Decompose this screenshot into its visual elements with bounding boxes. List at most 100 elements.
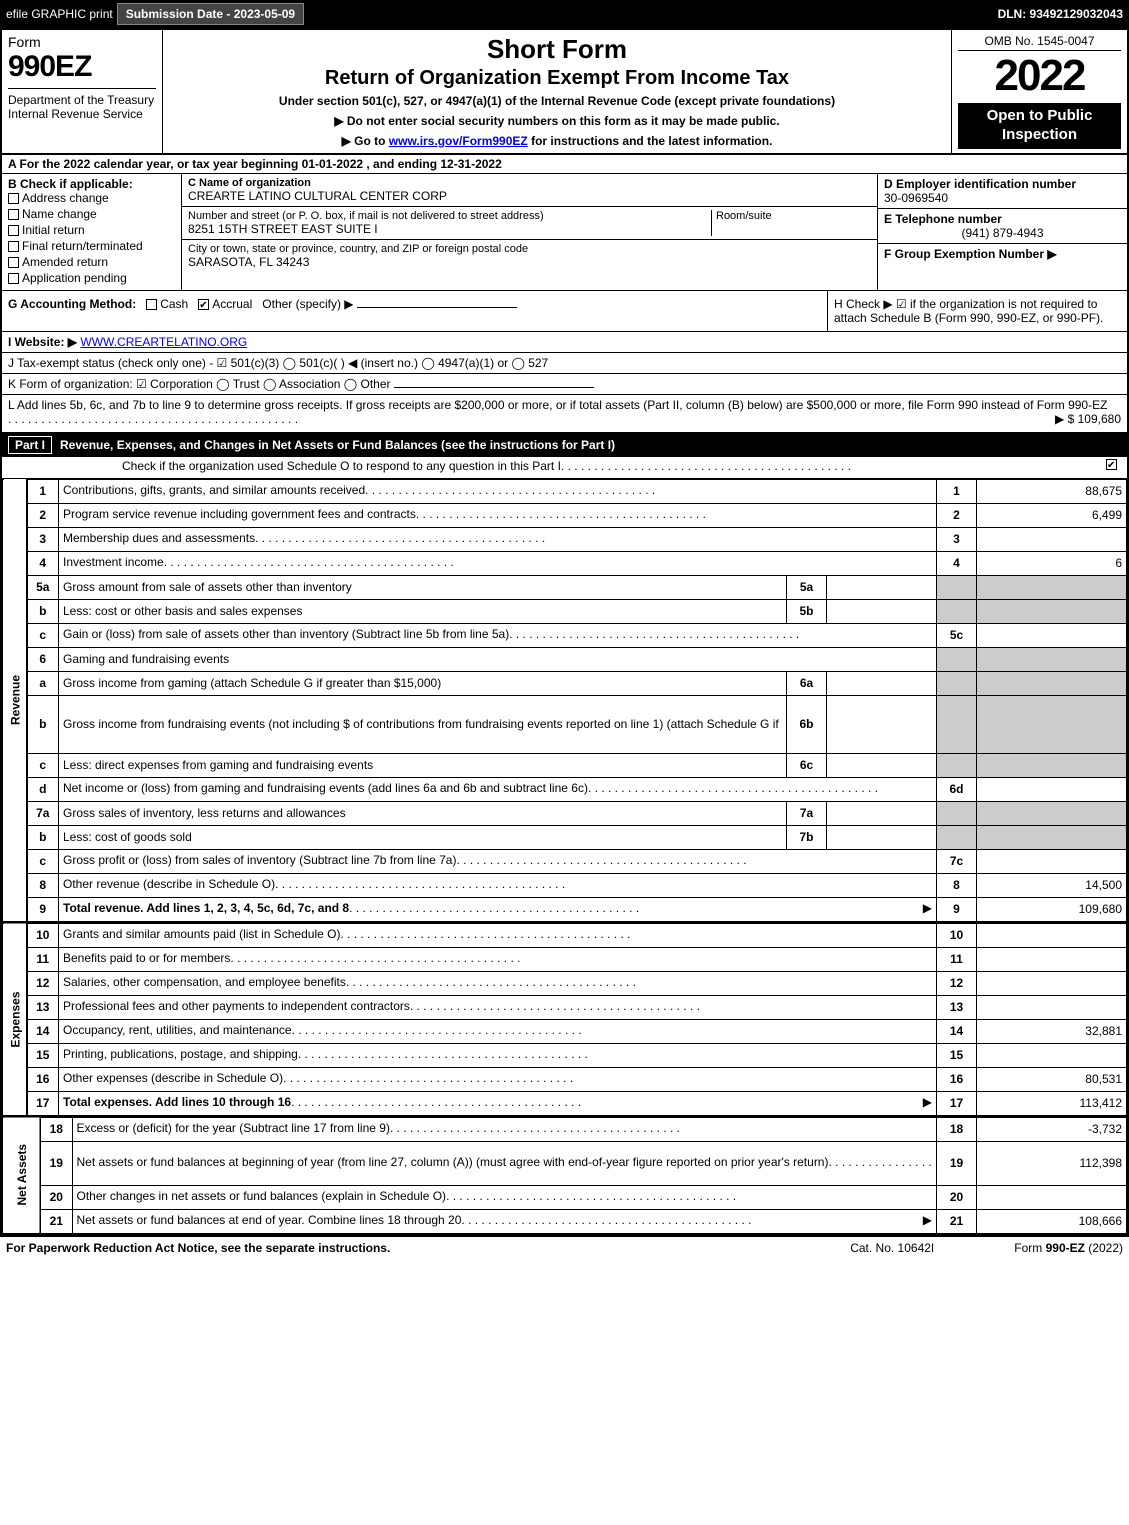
title1: Short Form bbox=[169, 34, 945, 65]
dept-label: Department of the Treasury Internal Reve… bbox=[8, 88, 156, 121]
line-desc: Gross profit or (loss) from sales of inv… bbox=[59, 849, 937, 873]
line-val: 88,675 bbox=[977, 479, 1127, 503]
omb-number: OMB No. 1545-0047 bbox=[958, 34, 1121, 51]
line-num: 11 bbox=[27, 947, 59, 971]
col-B: B Check if applicable: Address change Na… bbox=[2, 174, 182, 290]
part1-checkbox[interactable] bbox=[1106, 459, 1117, 470]
line-ln-grey bbox=[937, 753, 977, 777]
irs-link[interactable]: www.irs.gov/Form990EZ bbox=[389, 134, 528, 148]
K-text: K Form of organization: ☑ Corporation ◯ … bbox=[8, 377, 391, 391]
line-num: 17 bbox=[27, 1091, 59, 1115]
subheading2: ▶ Do not enter social security numbers o… bbox=[169, 114, 945, 128]
line-ln: 3 bbox=[937, 527, 977, 551]
line-num: 10 bbox=[27, 923, 59, 948]
ein-value: 30-0969540 bbox=[884, 191, 1121, 205]
subline-val bbox=[827, 671, 937, 695]
line-num: 9 bbox=[27, 897, 59, 921]
line-ln-grey bbox=[937, 801, 977, 825]
addr-label: Number and street (or P. O. box, if mail… bbox=[188, 210, 711, 222]
tel-value: (941) 879-4943 bbox=[884, 226, 1121, 240]
line-val: 108,666 bbox=[977, 1209, 1127, 1233]
line-val-grey bbox=[977, 825, 1127, 849]
sub3-post: for instructions and the latest informat… bbox=[528, 134, 773, 148]
row-I: I Website: ▶ WWW.CREARTELATINO.ORG bbox=[2, 332, 1127, 353]
group-exemption-label: F Group Exemption Number ▶ bbox=[884, 247, 1121, 261]
subline-num: 6c bbox=[787, 753, 827, 777]
line-num: c bbox=[27, 623, 59, 647]
line-desc: Other changes in net assets or fund bala… bbox=[72, 1185, 937, 1209]
line-ln: 18 bbox=[937, 1117, 977, 1142]
line-val-grey bbox=[977, 801, 1127, 825]
line-num: d bbox=[27, 777, 59, 801]
subline-num: 7a bbox=[787, 801, 827, 825]
line-ln: 4 bbox=[937, 551, 977, 575]
line-num: 15 bbox=[27, 1043, 59, 1067]
line-val-grey bbox=[977, 671, 1127, 695]
header-right: OMB No. 1545-0047 2022 Open to Public In… bbox=[952, 30, 1127, 153]
city-label: City or town, state or province, country… bbox=[188, 243, 871, 255]
line-val: 112,398 bbox=[977, 1141, 1127, 1185]
footer-catno: Cat. No. 10642I bbox=[850, 1241, 934, 1255]
footer-paperwork: For Paperwork Reduction Act Notice, see … bbox=[6, 1241, 390, 1255]
line-desc: Excess or (deficit) for the year (Subtra… bbox=[72, 1117, 937, 1142]
G-other[interactable]: Other (specify) ▶ bbox=[262, 297, 353, 311]
website-link[interactable]: WWW.CREARTELATINO.ORG bbox=[80, 335, 247, 349]
subline-val bbox=[827, 753, 937, 777]
line-num: b bbox=[27, 695, 59, 753]
line-val bbox=[977, 947, 1127, 971]
form-word: Form bbox=[8, 34, 156, 50]
line-num: 5a bbox=[27, 575, 59, 599]
opt-application-pending[interactable]: Application pending bbox=[8, 271, 175, 285]
line-val bbox=[977, 923, 1127, 948]
subheading1: Under section 501(c), 527, or 4947(a)(1)… bbox=[169, 94, 945, 108]
line-val: 6,499 bbox=[977, 503, 1127, 527]
suite-label: Room/suite bbox=[716, 210, 871, 222]
line-val-grey bbox=[977, 575, 1127, 599]
header: Form 990EZ Department of the Treasury In… bbox=[2, 30, 1127, 155]
L-text: L Add lines 5b, 6c, and 7b to line 9 to … bbox=[8, 398, 1107, 412]
block-BCD: B Check if applicable: Address change Na… bbox=[2, 174, 1127, 291]
I-label: I Website: ▶ bbox=[8, 335, 77, 349]
subline-val bbox=[827, 695, 937, 753]
title2: Return of Organization Exempt From Incom… bbox=[169, 67, 945, 90]
line-ln-grey bbox=[937, 647, 977, 671]
line-ln: 16 bbox=[937, 1067, 977, 1091]
subline-num: 6a bbox=[787, 671, 827, 695]
line-val-grey bbox=[977, 695, 1127, 753]
line-val: 14,500 bbox=[977, 873, 1127, 897]
H-check: H Check ▶ ☑ if the organization is not r… bbox=[827, 291, 1127, 331]
G-accrual[interactable]: Accrual bbox=[212, 297, 252, 311]
line-val bbox=[977, 1185, 1127, 1209]
L-amount: ▶ $ 109,680 bbox=[1055, 412, 1121, 426]
line-val: 32,881 bbox=[977, 1019, 1127, 1043]
G-cash[interactable]: Cash bbox=[160, 297, 188, 311]
line-val: 109,680 bbox=[977, 897, 1127, 921]
opt-initial-return[interactable]: Initial return bbox=[8, 223, 175, 237]
side-label: Revenue bbox=[3, 479, 27, 921]
part1-check-text: Check if the organization used Schedule … bbox=[122, 459, 561, 476]
subline-num: 7b bbox=[787, 825, 827, 849]
line-desc: Less: cost or other basis and sales expe… bbox=[59, 599, 787, 623]
line-num: 12 bbox=[27, 971, 59, 995]
side-label: Expenses bbox=[3, 923, 27, 1116]
opt-name-change[interactable]: Name change bbox=[8, 207, 175, 221]
line-ln: 2 bbox=[937, 503, 977, 527]
line-desc: Other revenue (describe in Schedule O) bbox=[59, 873, 937, 897]
part1-label: Part I bbox=[8, 436, 52, 454]
line-ln: 6d bbox=[937, 777, 977, 801]
line-num: c bbox=[27, 849, 59, 873]
line-val-grey bbox=[977, 647, 1127, 671]
row-GH: G Accounting Method: Cash Accrual Other … bbox=[2, 291, 1127, 332]
opt-address-change[interactable]: Address change bbox=[8, 191, 175, 205]
opt-amended-return[interactable]: Amended return bbox=[8, 255, 175, 269]
line-desc: Gross income from fundraising events (no… bbox=[59, 695, 787, 753]
subline-val bbox=[827, 575, 937, 599]
line-desc: Less: cost of goods sold bbox=[59, 825, 787, 849]
line-desc: Occupancy, rent, utilities, and maintena… bbox=[59, 1019, 937, 1043]
opt-final-return[interactable]: Final return/terminated bbox=[8, 239, 175, 253]
line-ln: 14 bbox=[937, 1019, 977, 1043]
header-left: Form 990EZ Department of the Treasury In… bbox=[2, 30, 162, 153]
submission-date-btn[interactable]: Submission Date - 2023-05-09 bbox=[117, 3, 304, 25]
line-val bbox=[977, 995, 1127, 1019]
top-bar: efile GRAPHIC print Submission Date - 20… bbox=[0, 0, 1129, 28]
